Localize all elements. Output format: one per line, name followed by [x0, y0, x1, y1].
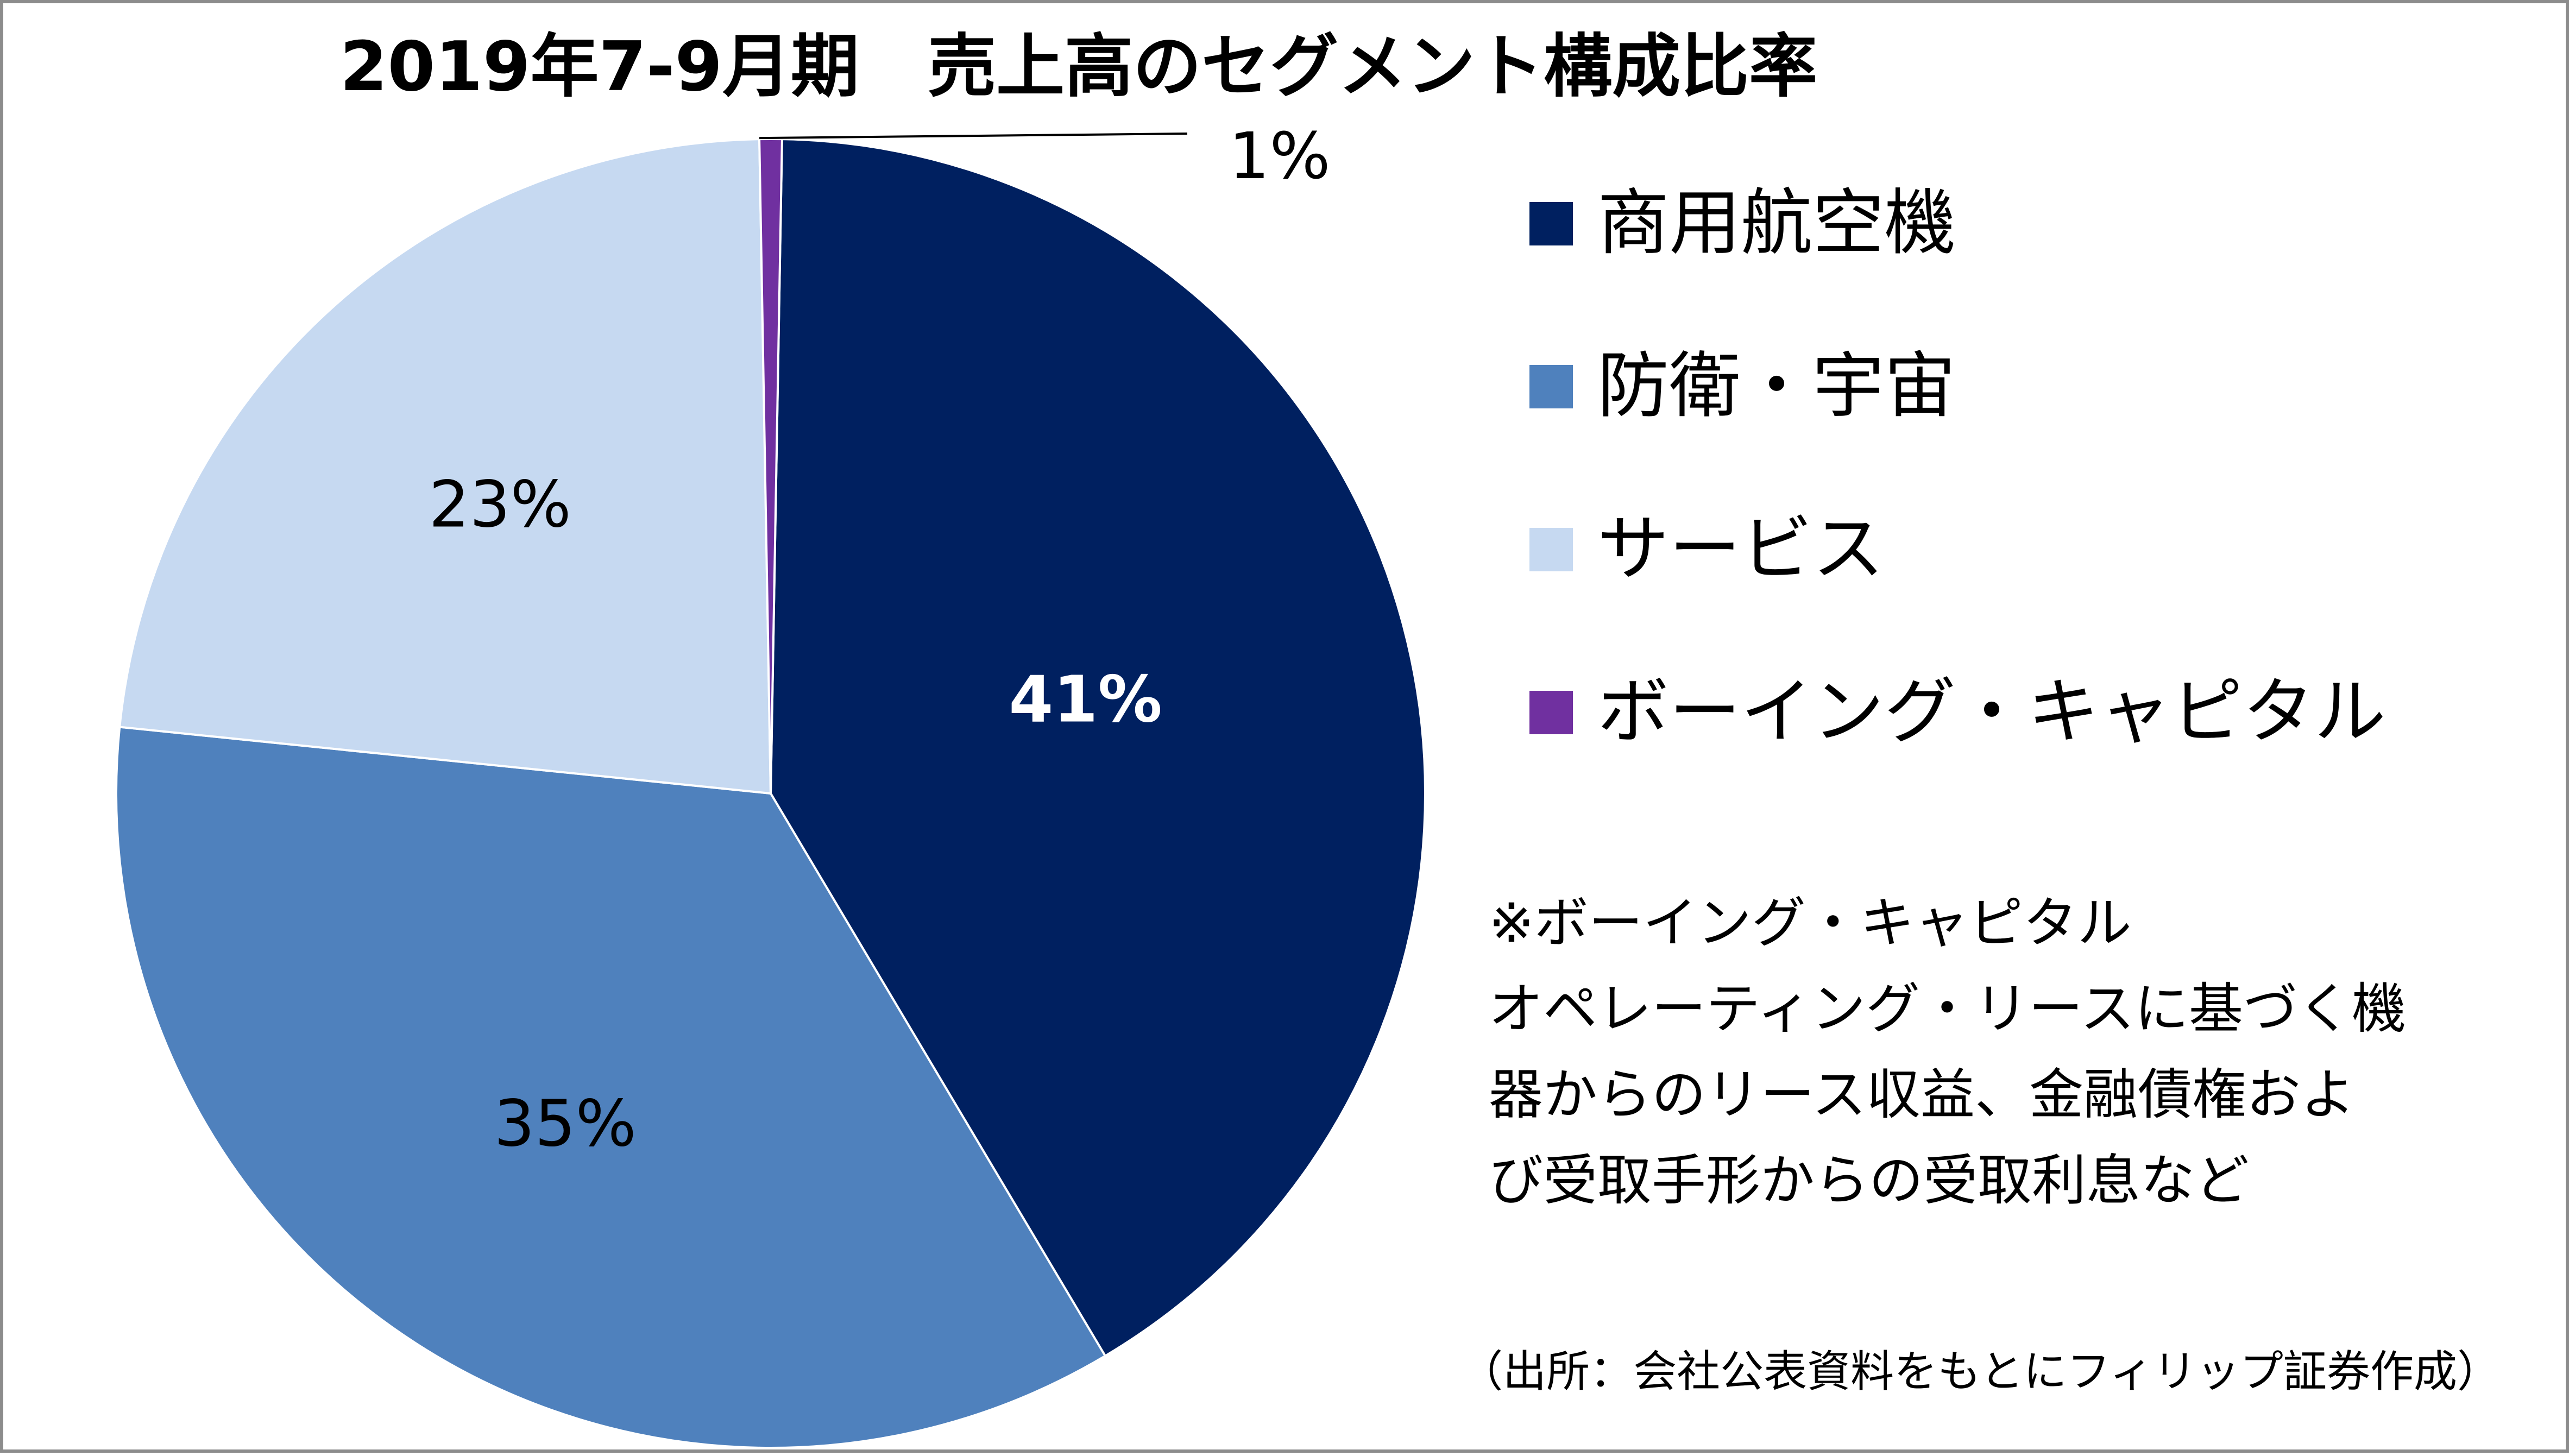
legend-swatch	[1529, 202, 1573, 245]
footnote-line: オペレーティング・リースに基づく機	[1489, 977, 2406, 1041]
footnote-line: ※ボーイング・キャピタル	[1489, 891, 2132, 955]
slice-label-defense-space: 35%	[494, 1086, 637, 1161]
legend-label: 商用航空機	[1597, 181, 1956, 265]
legend-label: ボーイング・キャピタル	[1597, 670, 2386, 754]
slice-label-commercial-airplanes: 41%	[1009, 661, 1162, 736]
pie-slice-commercial-airplanes	[769, 138, 1426, 1358]
legend-swatch	[1529, 365, 1573, 408]
legend-swatch	[1529, 691, 1573, 734]
legend-swatch	[1529, 528, 1573, 571]
slice-label-boeing-capital: 1%	[1229, 118, 1330, 193]
pie-slice-services	[118, 138, 772, 795]
footnote-line: び受取手形からの受取利息など	[1489, 1149, 2249, 1212]
source-note: （出所：会社公表資料をもとにフィリップ証券作成）	[1459, 1346, 2501, 1397]
footnote: ※ボーイング・キャピタル オペレーティング・リースに基づく機 器からのリース収益…	[1489, 880, 2548, 1224]
leader-line-boeing-capital	[759, 133, 1188, 140]
pie-slice-boeing-capital	[758, 138, 783, 794]
pie-slice-defense-space	[115, 726, 1107, 1449]
chart-title: 2019年7-9月期 売上高のセグメント構成比率	[339, 27, 1818, 106]
legend-label: 防衛・宇宙	[1597, 344, 1956, 428]
footnote-line: 器からのリース収益、金融債権およ	[1489, 1063, 2355, 1126]
leader-lines	[759, 133, 1188, 140]
pie-slices	[115, 138, 1426, 1449]
pie-chart: 41% 35% 23% 1%	[115, 118, 1426, 1449]
slice-labels: 41% 35% 23% 1%	[429, 118, 1330, 1161]
legend-label: サービス	[1597, 507, 1884, 591]
slice-label-services: 23%	[429, 467, 571, 541]
